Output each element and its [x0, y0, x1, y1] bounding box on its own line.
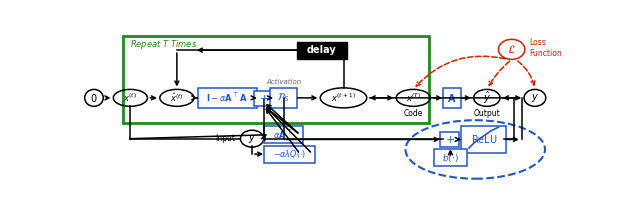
Text: Code: Code [404, 109, 423, 118]
Text: $\hat{y}$: $\hat{y}$ [483, 90, 491, 106]
FancyBboxPatch shape [461, 126, 506, 153]
Text: $\alpha\mathbf{A}^\top$: $\alpha\mathbf{A}^\top$ [273, 129, 293, 141]
Text: $+$: $+$ [445, 134, 455, 145]
Text: $y$: $y$ [531, 92, 539, 104]
Text: Input: Input [215, 134, 235, 143]
Text: $0$: $0$ [90, 92, 98, 104]
FancyBboxPatch shape [442, 88, 461, 108]
Text: Loss
Function: Loss Function [529, 38, 563, 57]
Text: $x^{(t+1)}$: $x^{(t+1)}$ [331, 92, 356, 104]
Text: $-\alpha\lambda Q(\cdot)$: $-\alpha\lambda Q(\cdot)$ [273, 148, 306, 160]
Text: $y$: $y$ [248, 133, 256, 145]
Text: $\mathbf{I}-\alpha\mathbf{A}^\top\mathbf{A}$: $\mathbf{I}-\alpha\mathbf{A}^\top\mathbf… [207, 92, 248, 104]
Text: $\mathbf{A}$: $\mathbf{A}$ [447, 92, 457, 104]
Text: Repeat $T$ Times: Repeat $T$ Times [131, 38, 198, 51]
Text: $b(\cdot)$: $b(\cdot)$ [442, 152, 459, 164]
Text: $\mathcal{L}$: $\mathcal{L}$ [507, 43, 516, 55]
Text: $+$: $+$ [259, 93, 269, 104]
FancyBboxPatch shape [297, 42, 347, 59]
FancyBboxPatch shape [198, 88, 257, 108]
Text: $x^{(T)}$: $x^{(T)}$ [406, 92, 421, 104]
FancyBboxPatch shape [440, 132, 459, 147]
Text: $\hat{x}^{(t)}$: $\hat{x}^{(t)}$ [170, 92, 184, 104]
Text: $x^{(t)}$: $x^{(t)}$ [124, 92, 138, 104]
FancyBboxPatch shape [264, 126, 303, 143]
FancyBboxPatch shape [434, 149, 467, 166]
Text: Output: Output [474, 109, 500, 118]
FancyBboxPatch shape [271, 88, 297, 108]
Text: $\mathcal{P}_S$: $\mathcal{P}_S$ [278, 91, 290, 104]
Text: Activation: Activation [266, 79, 301, 85]
Text: $\mathrm{ReLU}$: $\mathrm{ReLU}$ [470, 133, 497, 145]
Text: delay: delay [307, 45, 337, 55]
FancyBboxPatch shape [264, 146, 315, 163]
FancyBboxPatch shape [254, 91, 273, 106]
